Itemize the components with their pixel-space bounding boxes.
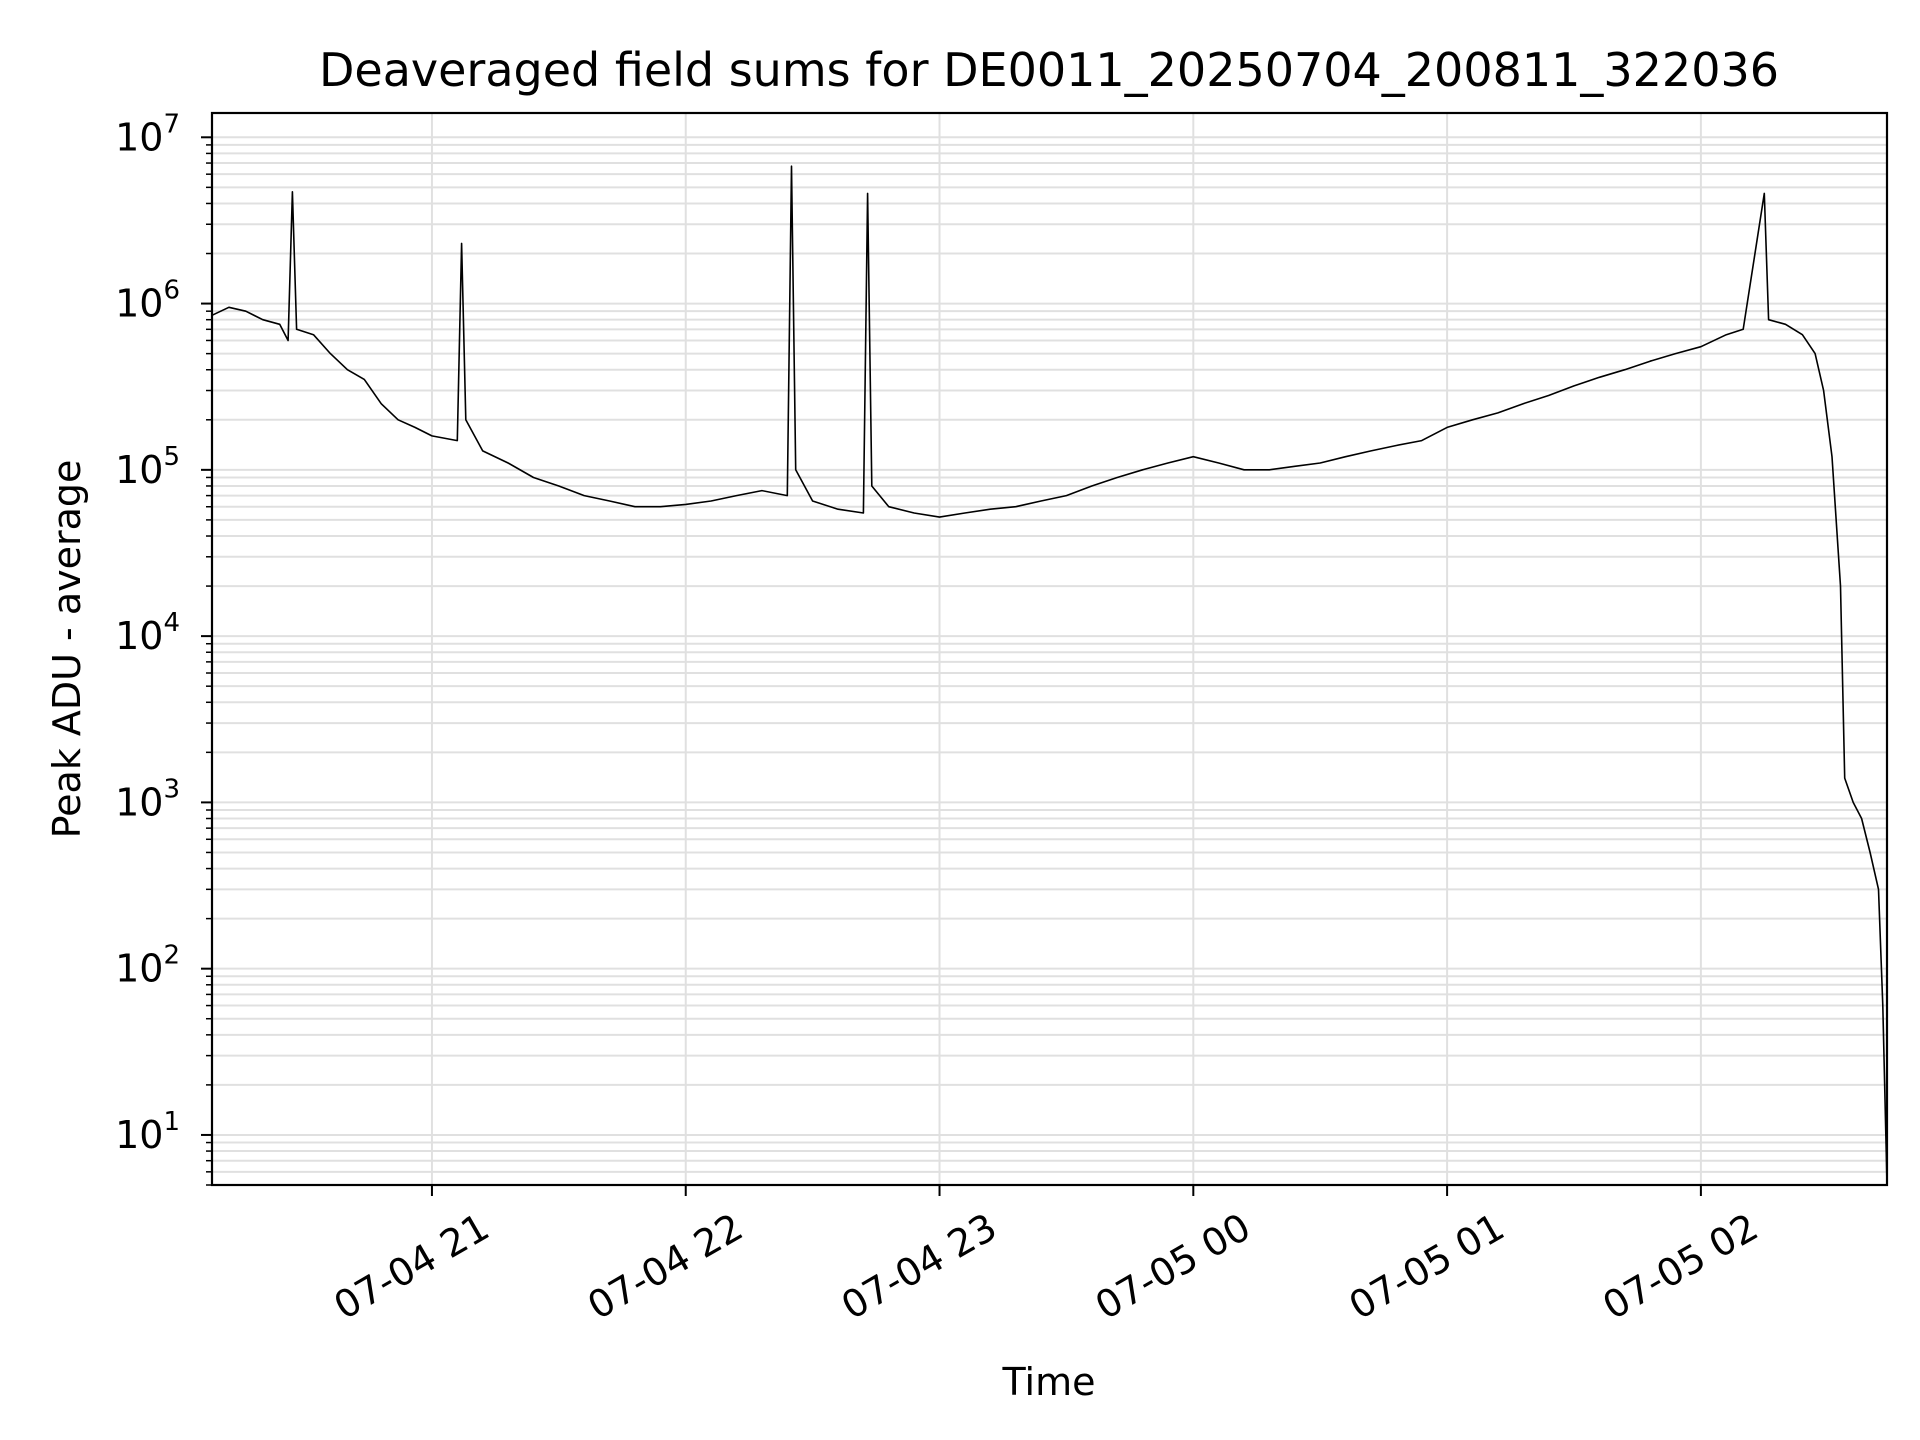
y-tick-label: 101: [115, 1107, 180, 1157]
series-layer: [211, 165, 1888, 1186]
y-tick-label: 107: [115, 109, 180, 159]
y-tick-label: 102: [115, 941, 180, 991]
x-axis-label: Time: [1002, 1360, 1096, 1404]
y-tick-label: 105: [115, 442, 180, 492]
x-tick-label: 07-05 02: [1595, 1205, 1765, 1329]
y-axis-label: Peak ADU - average: [45, 460, 89, 839]
ticks-layer: [201, 136, 1702, 1196]
y-tick-label: 103: [115, 774, 180, 824]
y-tick-label: 106: [115, 276, 180, 326]
x-tick-label: 07-04 23: [834, 1205, 1004, 1329]
grid-layer: [212, 113, 1887, 1186]
y-tick-label: 104: [115, 608, 180, 658]
series-line: [211, 165, 1888, 1186]
x-tick-label: 07-05 00: [1088, 1205, 1258, 1329]
x-tick-label: 07-04 21: [326, 1205, 496, 1329]
chart-title: Deaveraged field sums for DE0011_2025070…: [319, 43, 1779, 97]
x-tick-label: 07-04 22: [580, 1205, 750, 1329]
x-tick-label: 07-05 01: [1342, 1205, 1512, 1329]
plot-frame: [210, 111, 1889, 1187]
